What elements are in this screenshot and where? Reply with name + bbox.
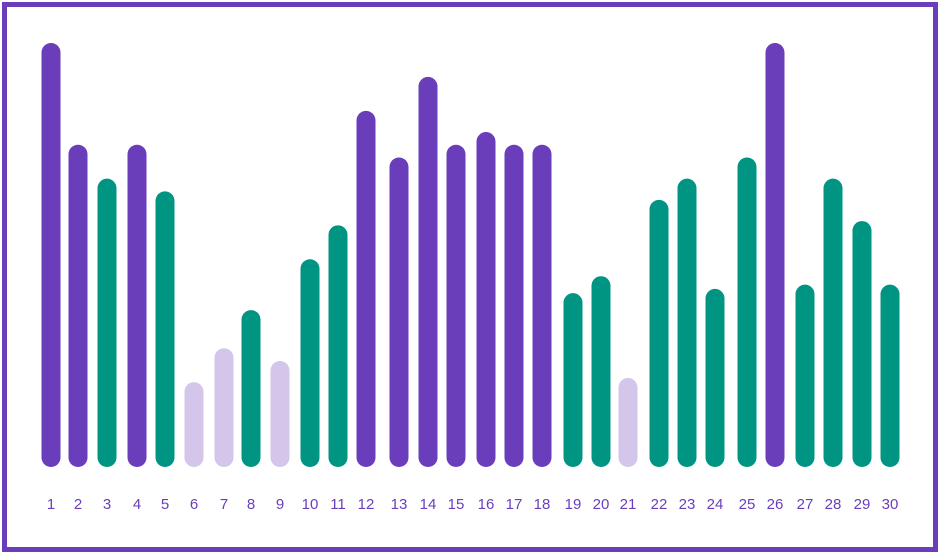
x-tick-label-2: 2 bbox=[74, 496, 82, 513]
x-tick-labels: 1 2 3 4 5 6 7 8 9 10 11 12 13 14 15 16 17 18 19 20 21 22 23 24 2… bbox=[47, 496, 899, 513]
x-tick-label-17: 17 bbox=[506, 496, 523, 513]
bar-25 bbox=[737, 157, 757, 468]
bar-1 bbox=[41, 43, 61, 467]
bar-22 bbox=[649, 199, 669, 467]
x-tick-label-3: 3 bbox=[103, 496, 111, 513]
bar-29 bbox=[852, 221, 872, 467]
x-tick-label-1: 1 bbox=[47, 496, 55, 513]
bar-19 bbox=[563, 293, 583, 467]
x-tick-label-25: 25 bbox=[739, 496, 756, 513]
bar-23 bbox=[677, 178, 697, 467]
x-tick-label-14: 14 bbox=[420, 496, 437, 513]
bar-12 bbox=[356, 110, 376, 467]
x-tick-label-7: 7 bbox=[220, 496, 228, 513]
x-tick-label-18: 18 bbox=[534, 496, 551, 513]
bar-20 bbox=[591, 276, 611, 467]
bar-11 bbox=[328, 225, 348, 467]
bar-3 bbox=[97, 178, 117, 467]
bar-13 bbox=[389, 157, 409, 468]
x-tick-label-10: 10 bbox=[302, 496, 319, 513]
x-tick-label-28: 28 bbox=[825, 496, 842, 513]
bar-5 bbox=[155, 191, 175, 467]
bar-18 bbox=[532, 144, 552, 467]
bar-2 bbox=[68, 144, 88, 467]
x-tick-label-24: 24 bbox=[707, 496, 724, 513]
bar-16 bbox=[476, 132, 496, 468]
bar-6 bbox=[184, 382, 204, 467]
x-tick-label-5: 5 bbox=[161, 496, 169, 513]
bar-21 bbox=[618, 377, 638, 467]
x-tick-label-13: 13 bbox=[391, 496, 408, 513]
x-tick-label-27: 27 bbox=[797, 496, 814, 513]
x-tick-label-23: 23 bbox=[679, 496, 696, 513]
x-tick-label-8: 8 bbox=[247, 496, 255, 513]
x-tick-label-15: 15 bbox=[448, 496, 465, 513]
bar-30 bbox=[880, 284, 900, 467]
x-tick-label-30: 30 bbox=[882, 496, 899, 513]
bar-14 bbox=[418, 76, 438, 468]
bars-group bbox=[41, 43, 900, 468]
bar-9 bbox=[270, 361, 290, 467]
bar-17 bbox=[504, 144, 524, 467]
bar-28 bbox=[823, 178, 843, 467]
x-tick-label-29: 29 bbox=[854, 496, 871, 513]
bar-10 bbox=[300, 259, 320, 467]
x-tick-label-4: 4 bbox=[133, 496, 141, 513]
bar-24 bbox=[705, 288, 725, 467]
x-tick-label-22: 22 bbox=[651, 496, 668, 513]
x-tick-label-12: 12 bbox=[358, 496, 375, 513]
bar-7 bbox=[214, 348, 234, 467]
x-tick-label-20: 20 bbox=[593, 496, 610, 513]
bar-15 bbox=[446, 144, 466, 467]
bar-4 bbox=[127, 144, 147, 467]
x-tick-label-16: 16 bbox=[478, 496, 495, 513]
bar-8 bbox=[241, 310, 261, 467]
x-tick-label-26: 26 bbox=[767, 496, 784, 513]
x-tick-label-9: 9 bbox=[276, 496, 284, 513]
x-tick-label-6: 6 bbox=[190, 496, 198, 513]
x-tick-label-21: 21 bbox=[620, 496, 637, 513]
bar-27 bbox=[795, 284, 815, 467]
x-tick-label-19: 19 bbox=[565, 496, 582, 513]
x-tick-label-11: 11 bbox=[330, 496, 346, 513]
bar-26 bbox=[765, 43, 785, 467]
